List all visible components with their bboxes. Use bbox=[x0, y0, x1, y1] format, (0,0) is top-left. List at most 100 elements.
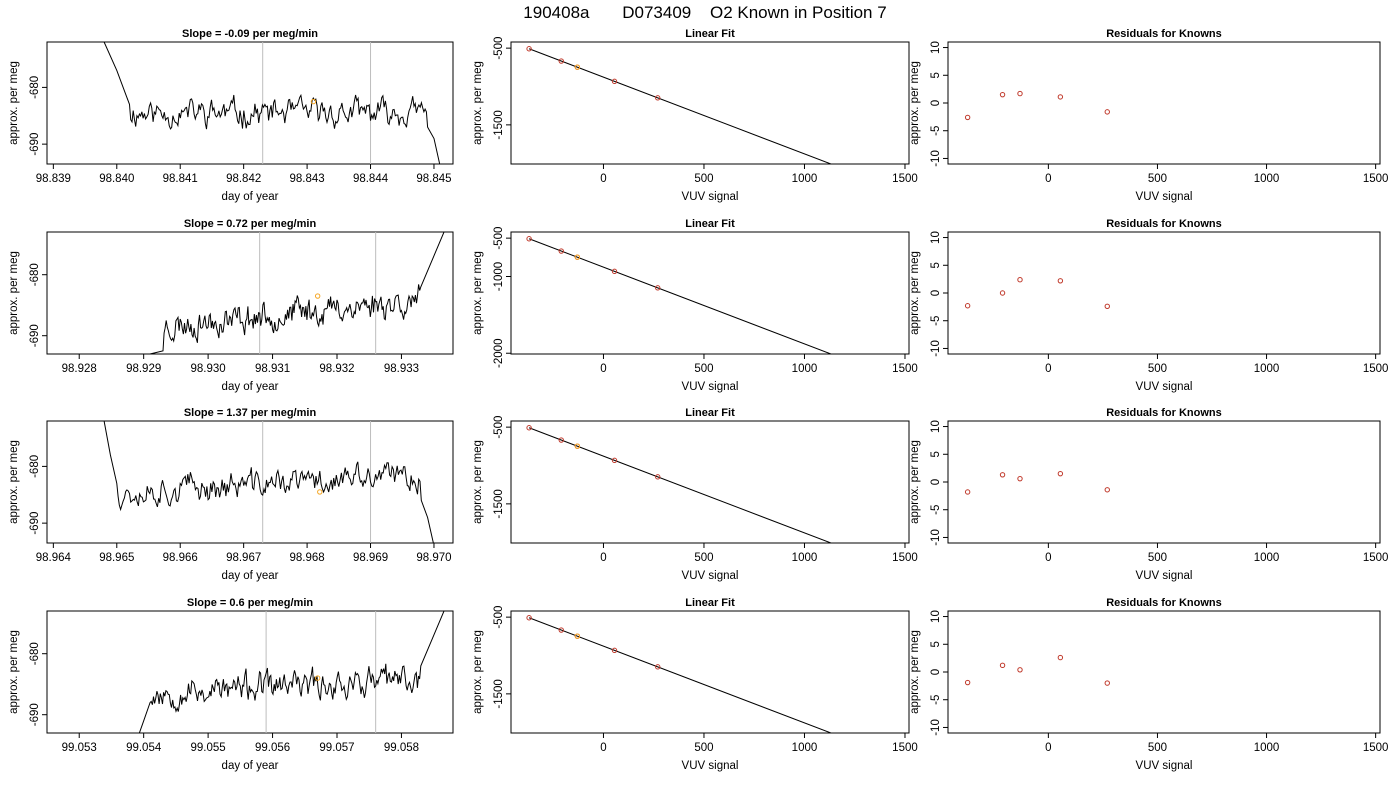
mean-marker bbox=[314, 293, 321, 299]
tank-id: D073409 bbox=[622, 3, 691, 22]
signal-trace bbox=[103, 421, 434, 543]
plot-area bbox=[964, 470, 1110, 495]
y-tick-label: 5 bbox=[930, 641, 942, 647]
panel-title: Linear Fit bbox=[685, 28, 735, 40]
residual-point bbox=[999, 662, 1006, 669]
y-tick-label: 0 bbox=[930, 669, 942, 675]
plot-frame bbox=[510, 420, 910, 544]
plot-area bbox=[526, 236, 833, 354]
panel-4-3: Residuals for Knowns 0 500 1000 1500 -10 -5 0 5 1… bbox=[909, 597, 1388, 772]
x-tick-label: 98.845 bbox=[416, 173, 451, 185]
y-axis-label: approx. per meg bbox=[472, 61, 484, 145]
panel-title: Slope = 1.37 per meg/min bbox=[184, 407, 317, 419]
known-point bbox=[526, 615, 532, 621]
plot-frame bbox=[947, 610, 1381, 734]
x-tick-label: 500 bbox=[694, 742, 713, 754]
known-point bbox=[558, 627, 564, 633]
panel-title: Slope = 0.6 per meg/min bbox=[187, 597, 314, 609]
y-tick-label: -500 bbox=[493, 606, 505, 629]
y-tick-label: -690 bbox=[29, 324, 41, 347]
signal-trace bbox=[149, 232, 445, 354]
x-tick-label: 0 bbox=[600, 363, 606, 375]
x-tick-label: 98.966 bbox=[163, 552, 198, 564]
residual-point bbox=[1017, 475, 1023, 482]
plot-area bbox=[964, 90, 1110, 121]
y-tick-label: 5 bbox=[930, 262, 942, 268]
x-tick-label: 500 bbox=[1148, 552, 1167, 564]
y-tick-label: 10 bbox=[930, 420, 942, 433]
x-tick-label: 0 bbox=[600, 552, 606, 564]
plot-area bbox=[526, 425, 833, 543]
panel-2-1: Slope = 0.72 per meg/min 98.928 98.929 98.9… bbox=[8, 218, 454, 393]
y-axis-label: approx. per meg bbox=[8, 630, 20, 714]
panel-title: Slope = 0.72 per meg/min bbox=[184, 218, 317, 230]
fit-line bbox=[528, 238, 833, 354]
plot-frame bbox=[46, 610, 454, 734]
panel-1-1: Slope = -0.09 per meg/min 98.839 98.840 98.… bbox=[8, 28, 454, 203]
residual-point bbox=[964, 679, 971, 686]
residual-point bbox=[1057, 470, 1064, 477]
x-tick-label: 1000 bbox=[1254, 363, 1280, 375]
x-tick-label: 1000 bbox=[792, 173, 818, 185]
fit-line bbox=[528, 617, 833, 733]
x-tick-label: 0 bbox=[1045, 552, 1051, 564]
plot-area bbox=[149, 232, 445, 354]
panel-grid: Slope = -0.09 per meg/min 98.839 98.840 98.… bbox=[8, 28, 1388, 772]
y-tick-label: -690 bbox=[29, 512, 41, 535]
plot-area bbox=[964, 276, 1110, 310]
x-tick-label: 1500 bbox=[892, 742, 918, 754]
x-tick-label: 98.964 bbox=[36, 552, 72, 564]
x-axis-label: VUV signal bbox=[1136, 570, 1193, 582]
y-tick-label: -690 bbox=[29, 133, 41, 156]
x-tick-label: 0 bbox=[1045, 363, 1051, 375]
x-tick-label: 500 bbox=[1148, 363, 1167, 375]
known-point bbox=[526, 46, 532, 52]
panel-title: Residuals for Knowns bbox=[1106, 597, 1222, 609]
x-tick-label: 99.057 bbox=[319, 742, 354, 754]
residual-point bbox=[1104, 680, 1110, 686]
y-axis-label: approx. per meg bbox=[472, 251, 484, 335]
sample-point bbox=[574, 633, 581, 639]
y-axis-label: approx. per meg bbox=[8, 61, 20, 145]
panel-title: Residuals for Knowns bbox=[1106, 407, 1222, 419]
x-axis-label: VUV signal bbox=[1136, 381, 1193, 393]
signal-trace bbox=[103, 42, 441, 164]
known-point bbox=[526, 236, 532, 242]
y-tick-label: -5 bbox=[930, 695, 942, 705]
x-tick-label: 0 bbox=[600, 742, 606, 754]
x-tick-label: 500 bbox=[1148, 173, 1167, 185]
y-tick-label: 5 bbox=[930, 72, 942, 78]
y-tick-label: -5 bbox=[930, 126, 942, 136]
plot-frame bbox=[947, 41, 1381, 165]
x-tick-label: 500 bbox=[694, 363, 713, 375]
residual-point bbox=[964, 489, 971, 495]
plot-area bbox=[526, 615, 833, 733]
x-tick-label: 99.058 bbox=[384, 742, 419, 754]
x-tick-label: 98.968 bbox=[290, 552, 325, 564]
x-tick-label: 98.967 bbox=[226, 552, 261, 564]
y-tick-label: -1500 bbox=[493, 110, 505, 139]
x-tick-label: 99.054 bbox=[126, 742, 162, 754]
y-axis-label: approx. per meg bbox=[472, 440, 484, 524]
fit-line bbox=[528, 427, 833, 543]
panel-3-2: Linear Fit 0 500 1000 1500 -500 -1500 VUV signa… bbox=[472, 407, 918, 582]
known-point bbox=[655, 664, 661, 670]
x-tick-label: 1500 bbox=[892, 363, 918, 375]
x-tick-label: 98.932 bbox=[319, 363, 354, 375]
y-tick-label: -1000 bbox=[493, 262, 505, 291]
panel-title: Linear Fit bbox=[685, 218, 735, 230]
y-tick-label: -690 bbox=[29, 703, 41, 726]
residual-point bbox=[1104, 109, 1110, 115]
panel-title: Slope = -0.09 per meg/min bbox=[182, 28, 318, 40]
plot-area bbox=[964, 654, 1110, 686]
plot-area bbox=[526, 46, 833, 164]
sample-point bbox=[574, 443, 581, 449]
y-tick-label: 10 bbox=[930, 41, 942, 54]
x-tick-label: 500 bbox=[694, 552, 713, 564]
x-tick-label: 98.843 bbox=[290, 173, 325, 185]
x-tick-label: 1500 bbox=[1363, 173, 1389, 185]
x-tick-label: 1500 bbox=[892, 173, 918, 185]
plot-frame bbox=[947, 231, 1381, 355]
y-axis-label: approx. per meg bbox=[8, 251, 20, 335]
plot-frame bbox=[510, 41, 910, 165]
